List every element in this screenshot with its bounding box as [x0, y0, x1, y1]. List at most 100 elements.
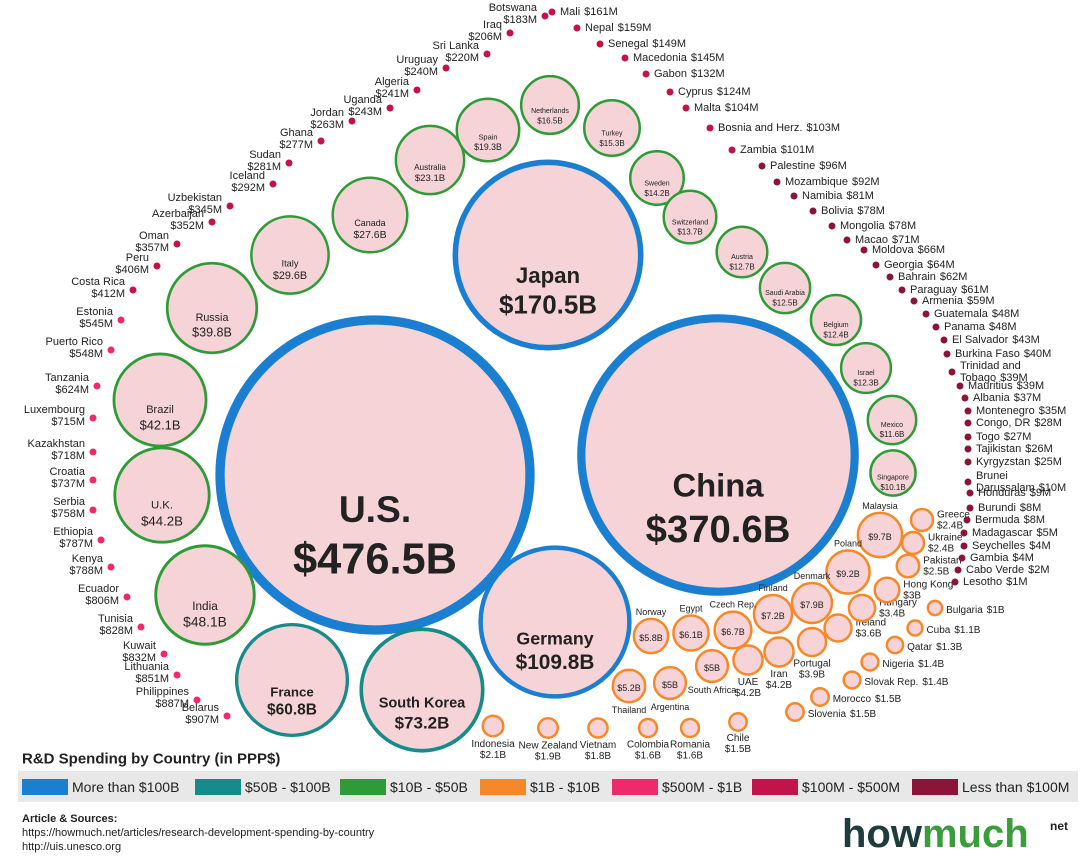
- bubble-name: Canada: [354, 218, 385, 228]
- bubble-value: $12.7B: [729, 262, 754, 271]
- bubble: [250, 215, 330, 295]
- bubble-name: Belgium: [823, 322, 848, 329]
- dot-value: $281M: [247, 161, 281, 173]
- legend-swatch: [22, 779, 68, 795]
- country-name: Mali: [560, 6, 580, 18]
- dot: [223, 712, 231, 720]
- legend-label: $10B - $50B: [390, 779, 468, 795]
- country-label: Georgia $64M: [884, 259, 955, 271]
- dot: [137, 623, 145, 631]
- country-label: Mongolia $78M: [840, 220, 916, 232]
- bubble: [856, 511, 904, 559]
- bubble: [234, 622, 350, 738]
- bubble-value: $6.1B: [679, 630, 703, 640]
- country-label: Senegal $149M: [608, 38, 686, 50]
- dot: [386, 104, 394, 112]
- country-value: $28M: [1034, 417, 1062, 429]
- country-name: Kyrgyzstan: [976, 456, 1030, 468]
- country-value: $4M: [1029, 540, 1050, 552]
- country-label: Macedonia $145M: [633, 52, 724, 64]
- name-line: Brunei: [976, 470, 1011, 482]
- country-name: Macao: [855, 234, 888, 246]
- legend-label: $100M - $500M: [802, 779, 900, 795]
- bubble: [926, 599, 944, 617]
- dot-name: Philippines: [136, 686, 190, 698]
- bubble-name: France: [270, 685, 314, 700]
- bubble-value: $12.4B: [823, 330, 848, 339]
- dot-name: Peru: [126, 252, 149, 264]
- dot-value: $758M: [51, 508, 85, 520]
- bubble: [900, 530, 926, 556]
- bubble-name: UAE: [738, 677, 759, 688]
- dot-value: $548M: [69, 348, 103, 360]
- country-label: Seychelles $4M: [972, 540, 1051, 552]
- bubble: [154, 544, 256, 646]
- bubble-name: Czech Rep.: [709, 600, 756, 610]
- bubble-value: $1.6B: [635, 750, 661, 761]
- dot-value: $357M: [135, 242, 169, 254]
- bubble-value: $109.8B: [516, 651, 595, 674]
- bubble: [785, 702, 805, 722]
- bubble-name: Italy: [282, 258, 299, 268]
- bubble: [478, 545, 632, 699]
- legend-label: More than $100B: [72, 779, 179, 795]
- country-label: Kyrgyzstan $25M: [976, 456, 1062, 468]
- dot-value: $907M: [185, 714, 219, 726]
- country-value: $48M: [992, 308, 1020, 320]
- bubble: [628, 149, 686, 207]
- bubble-value: $1.6B: [677, 750, 703, 761]
- logo-part: much: [922, 812, 1029, 856]
- country-value: $5M: [1037, 527, 1058, 539]
- bubble: [860, 652, 880, 672]
- bubble-value: $11.6B: [880, 430, 905, 439]
- country-value: $37M: [1014, 392, 1042, 404]
- bubble: [839, 341, 893, 395]
- dot: [596, 40, 604, 48]
- dot: [706, 124, 714, 132]
- bubble: [452, 159, 644, 351]
- country-label: Cyprus $124M: [678, 86, 750, 98]
- dot-value: $737M: [51, 478, 85, 490]
- country-name: Paraguay: [910, 284, 958, 296]
- bubble-value: $5.2B: [617, 683, 641, 693]
- bubble: [519, 74, 581, 136]
- country-label: Bolivia $78M: [821, 205, 885, 217]
- country-value: $66M: [918, 244, 946, 256]
- legend-swatch: [340, 779, 386, 795]
- dot: [682, 104, 690, 112]
- dot: [123, 593, 131, 601]
- bubble-name: Pakistan: [923, 556, 961, 567]
- dot: [541, 12, 549, 20]
- country-name: Burkina Faso: [955, 348, 1020, 360]
- dot: [89, 414, 97, 422]
- dot-value: $183M: [503, 14, 537, 26]
- bubble: [165, 261, 259, 355]
- bubble: [611, 668, 647, 704]
- bubble: [715, 225, 769, 279]
- legend-label: $1B - $10B: [530, 779, 600, 795]
- legend-swatch: [195, 779, 241, 795]
- dot: [960, 529, 968, 537]
- country-label: Nigeria $1.4B: [882, 659, 944, 670]
- country-label: Moldova $66M: [872, 244, 945, 256]
- country-label: Madagascar $5M: [972, 527, 1058, 539]
- bubble-value: $3.4B: [879, 609, 905, 620]
- bubble-value: $5B: [662, 680, 678, 690]
- bubble-name: Saudi Arabia: [765, 290, 805, 297]
- bubble: [809, 293, 863, 347]
- country-value: $78M: [889, 220, 917, 232]
- dot-name: Lithuania: [124, 661, 170, 673]
- bubble-value: $12.5B: [772, 298, 797, 307]
- country-name: Bulgaria: [946, 605, 983, 616]
- country-label: Montenegro $35M: [976, 405, 1066, 417]
- legend-swatch: [612, 779, 658, 795]
- country-label: Namibia $81M: [802, 190, 874, 202]
- country-name: Nigeria: [882, 659, 914, 670]
- dot: [966, 504, 974, 512]
- bubble-name: Indonesia: [471, 739, 515, 750]
- dot: [89, 476, 97, 484]
- country-value: $1.1B: [954, 625, 980, 636]
- country-label: Paraguay $61M: [910, 284, 989, 296]
- dot-value: $832M: [122, 652, 156, 664]
- dot-value: $241M: [375, 88, 409, 100]
